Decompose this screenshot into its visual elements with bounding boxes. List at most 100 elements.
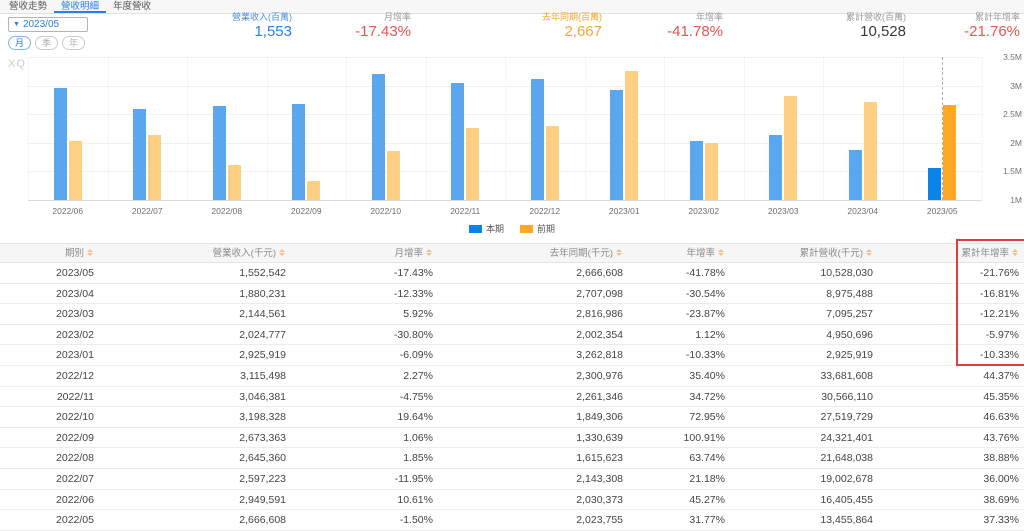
table-cell-period: 2022/09 <box>56 431 94 444</box>
table-cell-yoy: 72.95% <box>689 411 725 424</box>
period-button-year[interactable]: 年 <box>62 36 86 50</box>
column-header-period[interactable]: 期別 <box>0 244 110 262</box>
column-header-yoy[interactable]: 年增率 <box>635 244 737 262</box>
column-header-cum-revenue[interactable]: 累計營收(千元) <box>737 244 885 262</box>
table-cell-cum-yoy: -10.33% <box>979 349 1019 362</box>
y-axis-tick-label: 2M <box>1010 137 1022 148</box>
table-row[interactable]: 2022/05 2,666,608 -1.50% 2,023,755 31.77% 13,… <box>0 510 1024 531</box>
table-cell-last-year: 2,143,308 <box>576 472 623 485</box>
v-gridline <box>425 57 427 200</box>
table-cell-yoy: 35.40% <box>689 369 725 382</box>
column-header-label: 累計年增率 <box>961 248 1009 259</box>
v-gridline <box>664 57 665 200</box>
x-axis-tick-label: 2022/11 <box>450 206 481 216</box>
table-cell-period: 2023/05 <box>56 267 94 279</box>
table-row[interactable]: 2023/01 2,925,919 -6.09% 3,262,818 -10.33% 2,… <box>0 345 1024 366</box>
table-cell-cum-yoy: 43.76% <box>983 431 1019 444</box>
table-row[interactable]: 2023/02 2,024,777 -30.80% 2,002,354 1.12% 4,9… <box>0 324 1024 346</box>
table-cell-yoy: 34.72% <box>689 390 725 403</box>
period-button-month[interactable]: 月 <box>8 36 32 50</box>
bar-current <box>769 134 783 200</box>
table-cell-last-year: 2,300,976 <box>576 369 623 382</box>
highlight-dashed-line <box>942 57 944 200</box>
tab-revenue-detail[interactable]: 營收明細 <box>54 0 106 13</box>
table-row[interactable]: 2022/08 2,645,360 1.85% 1,615,623 63.74% 21,6… <box>0 448 1024 469</box>
table-cell-yoy: 31.77% <box>689 514 725 527</box>
table-cell-cum-revenue: 4,950,696 <box>826 328 873 341</box>
tab-revenue-trend[interactable]: 營收走勢 <box>9 1 48 12</box>
table-cell-revenue: 2,024,777 <box>239 328 286 341</box>
table-cell-last-year: 2,707,098 <box>576 287 623 300</box>
table-cell-period: 2023/02 <box>56 328 94 341</box>
sort-icon[interactable] <box>279 248 286 256</box>
table-cell-last-year: 2,030,373 <box>576 493 623 506</box>
x-axis-tick-label: 2022/09 <box>290 206 322 216</box>
table-cell-mom: 5.92% <box>403 308 433 321</box>
sort-icon[interactable] <box>866 248 873 256</box>
tab-annual-revenue[interactable]: 年度營收 <box>113 1 152 12</box>
sort-icon[interactable] <box>718 248 725 256</box>
stat-label: 累計年增率 <box>974 12 1020 22</box>
y-axis-tick-label: 1.5M <box>1003 166 1022 177</box>
table-cell-last-year: 2,666,608 <box>576 267 623 279</box>
stat-label: 去年同期(百萬) <box>542 12 602 22</box>
bar-current <box>451 82 465 200</box>
table-cell-mom: -12.33% <box>393 287 433 300</box>
table-row[interactable]: 2023/03 2,144,561 5.92% 2,816,986 -23.87% 7,0… <box>0 304 1024 325</box>
period-button-quarter[interactable]: 季 <box>35 36 59 50</box>
x-axis-tick-label: 2023/03 <box>767 206 799 216</box>
period-toggle-group: 月季年 <box>8 36 86 50</box>
v-gridline <box>584 57 586 200</box>
table-body: 2023/05 1,552,542 -17.43% 2,666,608 -41.78% 1… <box>0 263 1024 531</box>
table-cell-last-year: 2,023,755 <box>576 514 623 527</box>
table-row[interactable]: 2022/11 3,046,381 -4.75% 2,261,346 34.72% 30,… <box>0 386 1024 408</box>
table-cell-mom: 2.27% <box>403 369 433 382</box>
sort-icon[interactable] <box>1012 248 1019 256</box>
table-cell-yoy: 1.12% <box>695 328 725 341</box>
stat-value: -17.43% <box>355 23 411 40</box>
table-row[interactable]: 2022/12 3,115,498 2.27% 2,300,976 35.40% 33,6… <box>0 365 1024 387</box>
table-cell-revenue: 2,597,223 <box>239 472 286 485</box>
table-row[interactable]: 2022/06 2,949,591 10.61% 2,030,373 45.27% 16,… <box>0 489 1024 511</box>
column-header-last-year[interactable]: 去年同期(千元) <box>445 244 635 262</box>
table-cell-cum-yoy: -12.21% <box>979 308 1019 321</box>
bar-current <box>53 88 67 200</box>
table-cell-mom: -1.50% <box>399 514 433 527</box>
bar-current <box>848 149 862 200</box>
table-cell-mom: 10.61% <box>397 493 433 506</box>
table-row[interactable]: 2023/04 1,880,231 -12.33% 2,707,098 -30.54% 8… <box>0 283 1024 305</box>
column-header-label: 期別 <box>64 248 84 259</box>
tab-bar: 營收走勢 營收明細 年度營收 <box>0 0 1024 14</box>
bar-previous <box>307 181 321 200</box>
table-cell-cum-revenue: 13,455,864 <box>820 514 873 527</box>
h-gridline <box>28 57 982 58</box>
table-cell-cum-yoy: 46.63% <box>983 411 1019 424</box>
table-row[interactable]: 2023/05 1,552,542 -17.43% 2,666,608 -41.78% 1… <box>0 263 1024 284</box>
table-cell-period: 2022/07 <box>56 472 94 485</box>
v-gridline <box>505 57 506 200</box>
x-axis-tick-label: 2022/06 <box>52 206 84 216</box>
column-header-cum-yoy[interactable]: 累計年增率 <box>885 244 1024 262</box>
column-header-mom[interactable]: 月增率 <box>300 244 445 262</box>
column-header-revenue[interactable]: 營業收入(千元) <box>110 244 300 262</box>
table-cell-cum-yoy: -16.81% <box>979 287 1019 300</box>
table-cell-yoy: -30.54% <box>685 287 725 300</box>
stat-value: -21.76% <box>964 23 1020 40</box>
revenue-chart: XQ 本期 前期 1M 1.5M 2M 2.5M 3M 3.5M 2022/06 2022/07… <box>0 52 1024 241</box>
y-axis-tick-label: 2.5M <box>1003 109 1022 120</box>
table-cell-period: 2023/04 <box>56 287 94 300</box>
stat-mom-rate: 月增率 -17.43% <box>355 12 411 40</box>
table-row[interactable]: 2022/09 2,673,363 1.06% 1,330,639 100.91% 24,… <box>0 427 1024 449</box>
sort-icon[interactable] <box>426 248 433 256</box>
v-gridline <box>823 57 824 200</box>
table-row[interactable]: 2022/07 2,597,223 -11.95% 2,143,308 21.18% 19… <box>0 468 1024 490</box>
date-select[interactable]: ▼ 2023/05 <box>8 17 88 32</box>
column-header-label: 月增率 <box>394 248 423 259</box>
sort-icon[interactable] <box>616 248 623 256</box>
table-cell-period: 2022/06 <box>56 493 94 506</box>
table-cell-last-year: 2,261,346 <box>576 390 623 403</box>
sort-icon[interactable] <box>87 248 94 256</box>
table-row[interactable]: 2022/10 3,198,328 19.64% 1,849,306 72.95% 27,… <box>0 407 1024 428</box>
x-axis-tick-label: 2022/10 <box>370 206 402 216</box>
chevron-down-icon: ▼ <box>13 21 20 28</box>
